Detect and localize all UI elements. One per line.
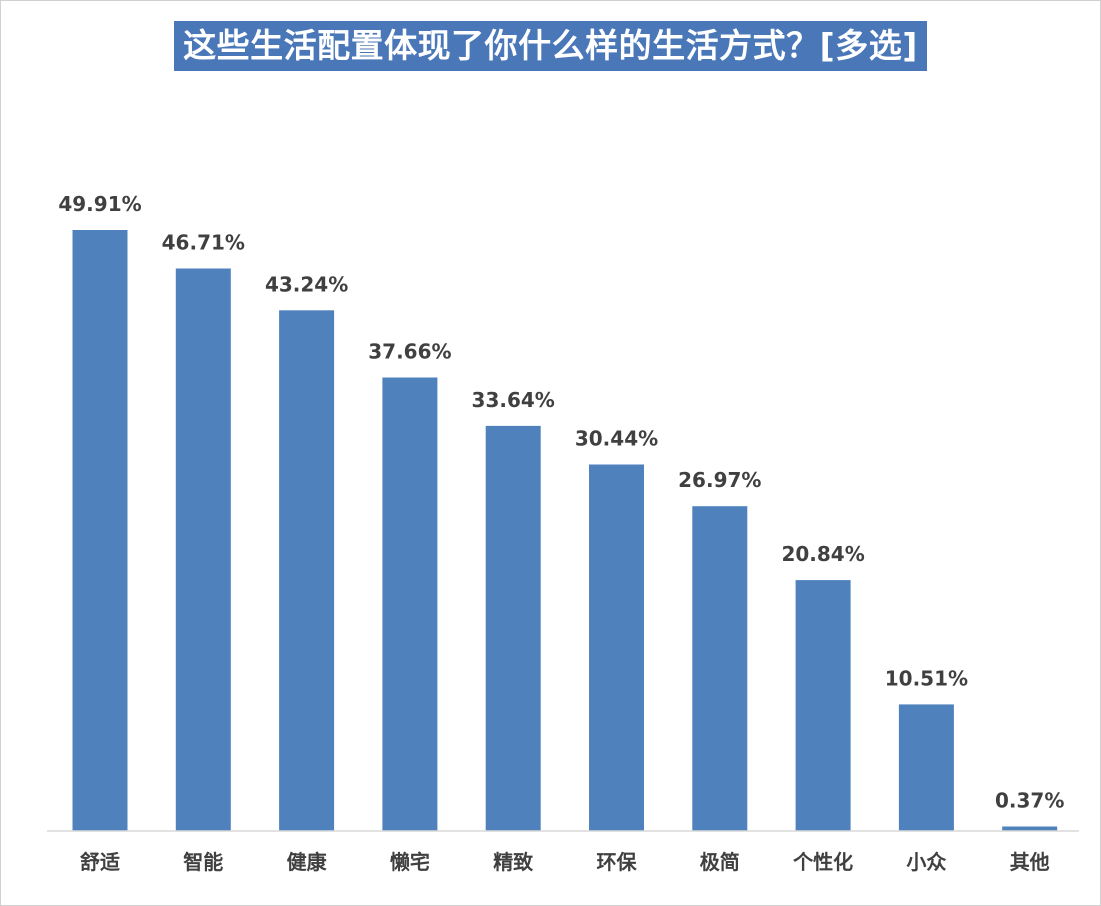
bar-8 [898,704,954,831]
bar-5 [589,464,644,831]
category-label-2: 健康 [287,850,328,874]
chart-title: 这些生活配置体现了你什么样的生活方式？[多选] [174,21,927,71]
bar-2 [279,310,335,831]
value-label-8: 10.51% [885,666,968,690]
category-label-5: 环保 [597,850,638,874]
value-label-3: 37.66% [368,340,451,364]
value-label-0: 49.91% [58,192,141,216]
value-label-6: 26.97% [678,468,761,492]
category-label-4: 精致 [493,850,534,874]
category-label-3: 懒宅 [390,850,430,874]
category-label-6: 极简 [700,850,740,874]
bar-4 [485,425,541,831]
category-label-0: 舒适 [80,850,120,874]
bar-7 [795,580,851,831]
bar-6 [692,506,748,831]
value-label-4: 33.64% [472,388,555,412]
bar-3 [382,377,438,831]
value-label-2: 43.24% [265,272,348,296]
bar-0 [72,230,128,831]
category-label-9: 其他 [1010,850,1050,874]
value-label-1: 46.71% [162,231,245,255]
category-label-7: 个性化 [792,850,853,874]
bar-9 [1002,826,1058,831]
value-label-7: 20.84% [781,542,864,566]
value-label-9: 0.37% [995,789,1064,813]
bar-1 [175,268,231,831]
value-label-5: 30.44% [575,427,658,451]
category-label-8: 小众 [906,850,946,874]
category-label-1: 智能 [183,850,223,874]
